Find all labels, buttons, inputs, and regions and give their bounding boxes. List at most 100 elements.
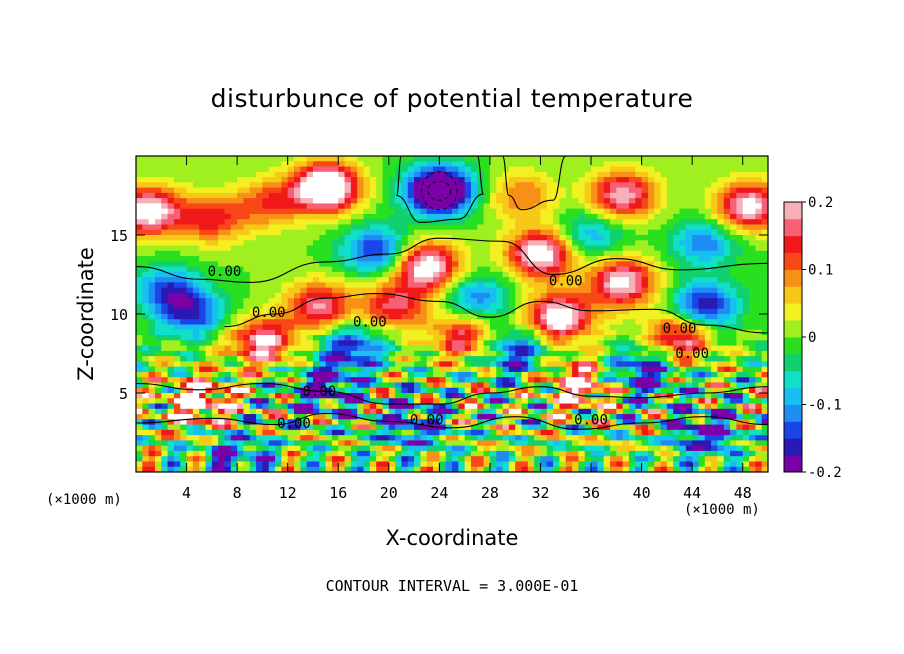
heatmap-cell	[565, 203, 573, 210]
heatmap-cell	[641, 156, 649, 162]
heatmap-cell	[420, 213, 428, 220]
heatmap-cell	[401, 319, 409, 326]
heatmap-cell	[578, 166, 586, 173]
heatmap-cell	[458, 213, 466, 220]
heatmap-cell	[742, 398, 750, 405]
heatmap-cell	[717, 282, 725, 289]
heatmap-cell	[489, 277, 497, 283]
heatmap-cell	[300, 292, 308, 299]
heatmap-cell	[300, 219, 308, 226]
heatmap-cell	[641, 166, 649, 173]
heatmap-cell	[186, 166, 194, 173]
heatmap-cell	[616, 382, 624, 389]
heatmap-cell	[666, 403, 674, 410]
heatmap-cell	[736, 182, 744, 189]
heatmap-cell	[249, 403, 257, 410]
heatmap-cell	[262, 350, 270, 357]
heatmap-cell	[704, 292, 712, 299]
heatmap-cell	[262, 208, 270, 215]
heatmap-cell	[243, 403, 251, 410]
heatmap-cell	[218, 266, 226, 273]
heatmap-cell	[647, 340, 655, 347]
heatmap-cell	[401, 277, 409, 283]
heatmap-cell	[287, 408, 295, 415]
heatmap-cell	[628, 298, 636, 305]
heatmap-cell	[243, 266, 251, 273]
heatmap-cell	[508, 182, 516, 189]
heatmap-cell	[755, 182, 763, 189]
heatmap-cell	[477, 324, 485, 331]
heatmap-cell	[603, 277, 611, 283]
heatmap-cell	[350, 329, 358, 336]
heatmap-cell	[407, 182, 415, 189]
heatmap-cell	[698, 408, 706, 415]
heatmap-cell	[306, 271, 314, 278]
heatmap-cell	[730, 203, 737, 210]
heatmap-cell	[445, 224, 453, 231]
heatmap-cell	[616, 308, 624, 315]
heatmap-cell	[167, 361, 175, 368]
heatmap-cell	[654, 408, 662, 415]
heatmap-cell	[294, 345, 301, 352]
heatmap-cell	[603, 250, 611, 257]
heatmap-cell	[559, 256, 567, 262]
heatmap-cell	[426, 213, 434, 220]
heatmap-cell	[736, 240, 744, 247]
heatmap-cell	[483, 192, 491, 199]
heatmap-cell	[603, 156, 611, 162]
heatmap-cell	[161, 250, 169, 257]
heatmap-cell	[363, 192, 371, 199]
heatmap-cell	[647, 298, 655, 305]
heatmap-cell	[597, 166, 605, 173]
heatmap-cell	[186, 314, 194, 320]
heatmap-cell	[369, 277, 377, 283]
heatmap-cell	[717, 371, 725, 378]
heatmap-cell	[211, 387, 219, 394]
heatmap-cell	[369, 408, 377, 415]
heatmap-cell	[237, 282, 245, 289]
heatmap-cell	[325, 198, 333, 204]
heatmap-cell	[388, 224, 396, 231]
heatmap-cell	[401, 403, 409, 410]
heatmap-cell	[477, 340, 485, 347]
heatmap-cell	[477, 271, 485, 278]
heatmap-cell	[553, 361, 561, 368]
heatmap-cell	[186, 271, 194, 278]
heatmap-cell	[717, 335, 725, 341]
heatmap-cell	[553, 335, 561, 341]
heatmap-cell	[761, 393, 768, 399]
heatmap-cell	[534, 235, 542, 241]
heatmap-cell	[281, 393, 289, 399]
heatmap-cell	[692, 187, 700, 194]
heatmap-cell	[312, 245, 320, 252]
heatmap-cell	[685, 256, 693, 262]
heatmap-cell	[433, 177, 440, 183]
heatmap-cell	[275, 271, 282, 278]
heatmap-cell	[167, 198, 175, 204]
heatmap-cell	[154, 314, 162, 320]
heatmap-cell	[628, 382, 636, 389]
heatmap-cell	[540, 161, 548, 168]
heatmap-cell	[565, 350, 573, 357]
heatmap-cell	[654, 271, 662, 278]
heatmap-cell	[136, 308, 143, 315]
heatmap-cell	[173, 156, 181, 162]
heatmap-cell	[439, 171, 447, 178]
heatmap-cell	[420, 361, 428, 368]
heatmap-cell	[546, 314, 554, 320]
heatmap-cell	[344, 203, 352, 210]
heatmap-cell	[192, 219, 200, 226]
heatmap-cell	[275, 161, 282, 168]
heatmap-cell	[496, 414, 504, 420]
heatmap-cell	[698, 156, 706, 162]
heatmap-cell	[319, 240, 327, 247]
heatmap-cell	[685, 208, 693, 215]
heatmap-cell	[666, 292, 674, 299]
heatmap-cell	[679, 213, 687, 220]
heatmap-cell	[319, 361, 327, 368]
heatmap-cell	[749, 329, 756, 336]
heatmap-cell	[622, 324, 630, 331]
heatmap-cell	[205, 414, 213, 420]
heatmap-cell	[243, 208, 251, 215]
heatmap-cell	[294, 393, 301, 399]
